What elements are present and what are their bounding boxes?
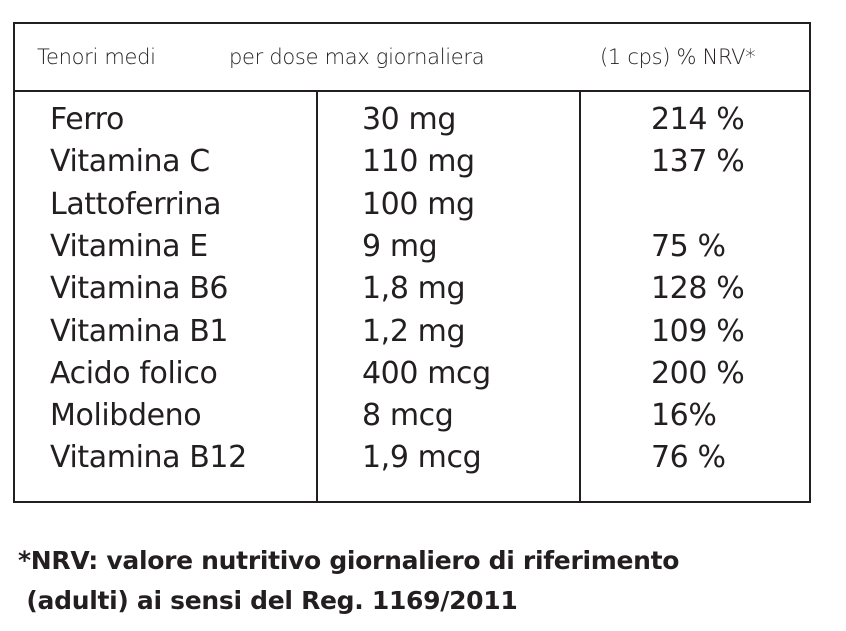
- nutrient-name: Vitamina B12: [50, 440, 247, 475]
- nutrient-amount: 1,8 mg: [362, 271, 466, 306]
- nutrient-nrv: 75 %: [651, 229, 726, 264]
- header-col-amount: per dose max giornaliera: [229, 45, 485, 69]
- nutrient-amount: 1,2 mg: [362, 314, 466, 349]
- nutrient-amount: 8 mcg: [362, 398, 454, 433]
- nutrient-nrv: 128 %: [651, 271, 745, 306]
- nutrient-amount: 9 mg: [362, 229, 438, 264]
- nutrient-name: Vitamina B1: [50, 314, 229, 349]
- nutrient-nrv: 200 %: [651, 356, 745, 391]
- column-divider: [316, 92, 318, 501]
- nutrient-amount: 30 mg: [362, 102, 456, 137]
- nutrient-name: Vitamina C: [50, 144, 210, 179]
- nutrition-table: Tenori medi per dose max giornaliera (1 …: [13, 22, 811, 503]
- header-col-nrv: (1 cps) % NRV*: [600, 45, 756, 69]
- nutrient-amount: 110 mg: [362, 144, 475, 179]
- footnote-line-2: (adulti) ai sensi del Reg. 1169/2011: [18, 586, 518, 615]
- footnote-line-1: *NRV: valore nutritivo giornaliero di ri…: [18, 546, 680, 575]
- nutrient-name: Vitamina E: [50, 229, 208, 264]
- nutrient-nrv: 109 %: [651, 314, 745, 349]
- header-col-name: Tenori medi: [37, 45, 156, 69]
- table-header-row: Tenori medi per dose max giornaliera (1 …: [15, 24, 809, 92]
- column-divider: [579, 92, 581, 501]
- nutrient-amount: 1,9 mcg: [362, 440, 482, 475]
- nutrient-nrv: 76 %: [651, 440, 726, 475]
- nutrient-name: Molibdeno: [50, 398, 202, 433]
- nutrient-nrv: 16%: [651, 398, 717, 433]
- nutrient-name: Acido folico: [50, 356, 218, 391]
- nutrient-name: Vitamina B6: [50, 271, 229, 306]
- nutrient-name: Lattoferrina: [50, 187, 222, 222]
- nutrient-nrv: 214 %: [651, 102, 745, 137]
- nutrient-name: Ferro: [50, 102, 124, 137]
- nutrient-amount: 400 mcg: [362, 356, 491, 391]
- nutrient-amount: 100 mg: [362, 187, 475, 222]
- nutrient-nrv: 137 %: [651, 144, 745, 179]
